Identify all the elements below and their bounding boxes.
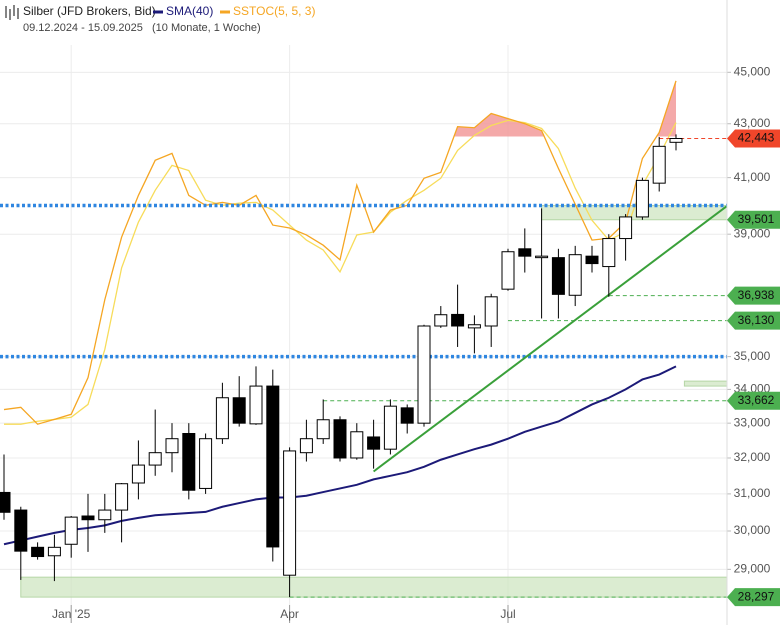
price-label-box [727, 286, 780, 305]
chart-icon [5, 5, 19, 20]
price-label-box [727, 391, 780, 410]
candle-body [367, 436, 381, 450]
candle-body [64, 516, 78, 545]
candle-body [98, 509, 112, 521]
legend-label: SSTOC(5, 5, 3) [233, 4, 315, 18]
y-tick-label: 43,000 [734, 116, 771, 130]
price-label: 36,938 [738, 288, 775, 302]
price-label: 42,443 [738, 131, 775, 145]
y-tick-label: 35,000 [734, 349, 771, 363]
price-label-box [727, 129, 780, 148]
candle-body [115, 483, 129, 511]
date-range: 09.12.2024 - 15.09.2025 [23, 22, 143, 34]
oscillator-line [3, 80, 677, 425]
overbought-fill [453, 113, 545, 137]
candle-body [585, 255, 599, 265]
candle-body [232, 397, 246, 424]
candle-body [635, 179, 649, 218]
price-label-box [727, 210, 780, 229]
candle-body [417, 325, 431, 424]
y-tick-label: 32,000 [734, 450, 771, 464]
candle-body [299, 438, 313, 454]
candle-body [551, 257, 565, 295]
y-tick-label: 33,000 [734, 415, 771, 429]
candle-body [31, 546, 45, 558]
candle-body [568, 254, 582, 296]
candle-body [669, 137, 683, 143]
candle-body [249, 385, 263, 425]
chart-title: Silber (JFD Brokers, Bid) [23, 4, 156, 18]
support-zone [20, 576, 728, 598]
price-label: 39,501 [738, 212, 775, 226]
candle-body [316, 419, 330, 440]
candle-body [266, 385, 280, 548]
candle-body [81, 515, 95, 521]
candle-body [182, 433, 196, 491]
legend-label: SMA(40) [166, 4, 213, 18]
x-tick-label: Jul [500, 607, 515, 621]
price-label: 36,130 [738, 313, 775, 327]
candle-body [131, 464, 145, 484]
candle-body [467, 324, 481, 329]
price-label: 28,297 [738, 589, 775, 603]
x-tick-label: Apr [280, 607, 299, 621]
period: (10 Monate, 1 Woche) [152, 22, 261, 34]
candle-body [602, 238, 616, 268]
overbought-fill [656, 80, 676, 137]
candle-body [501, 251, 515, 290]
candle-body [619, 216, 633, 240]
y-tick-label: 41,000 [734, 170, 771, 184]
candle-body [518, 248, 532, 257]
price-label: 33,662 [738, 393, 775, 407]
candle-body [350, 431, 364, 459]
candle-body [47, 546, 61, 557]
candle-body [333, 419, 347, 459]
candle-body [283, 450, 297, 576]
candle-body [165, 438, 179, 454]
plot-area [0, 45, 728, 605]
y-tick-label: 45,000 [734, 64, 771, 78]
oscillator-line [4, 119, 677, 425]
trendline [372, 205, 728, 473]
candle-body [434, 314, 448, 327]
x-tick-label: Jan '25 [52, 607, 91, 621]
price-label-box [727, 588, 780, 607]
y-tick-label: 30,000 [734, 523, 771, 537]
candle-body [14, 509, 28, 552]
candle-body [199, 438, 213, 489]
candle-body [383, 405, 397, 450]
candle-body [0, 491, 11, 513]
y-tick-label: 39,000 [734, 226, 771, 240]
candle-body [535, 255, 549, 259]
candle-body [451, 313, 465, 327]
candle-body [484, 296, 498, 327]
sma-line [3, 365, 677, 546]
y-tick-label: 29,000 [734, 562, 771, 576]
price-label-box [727, 311, 780, 330]
candle-body [215, 397, 229, 440]
support-zone [683, 380, 728, 387]
candle-body [652, 145, 666, 184]
candle-body [148, 452, 162, 466]
y-tick-label: 31,000 [734, 486, 771, 500]
candle-body [400, 407, 414, 424]
